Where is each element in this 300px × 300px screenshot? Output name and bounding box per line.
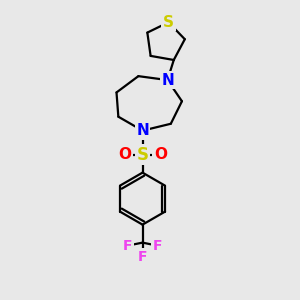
Text: N: N	[136, 123, 149, 138]
Text: S: S	[163, 15, 174, 30]
Text: O: O	[154, 147, 167, 162]
Text: N: N	[161, 73, 174, 88]
Text: O: O	[118, 147, 131, 162]
Text: S: S	[136, 146, 148, 164]
Text: F: F	[138, 250, 147, 264]
Text: F: F	[123, 238, 132, 253]
Text: F: F	[153, 238, 162, 253]
